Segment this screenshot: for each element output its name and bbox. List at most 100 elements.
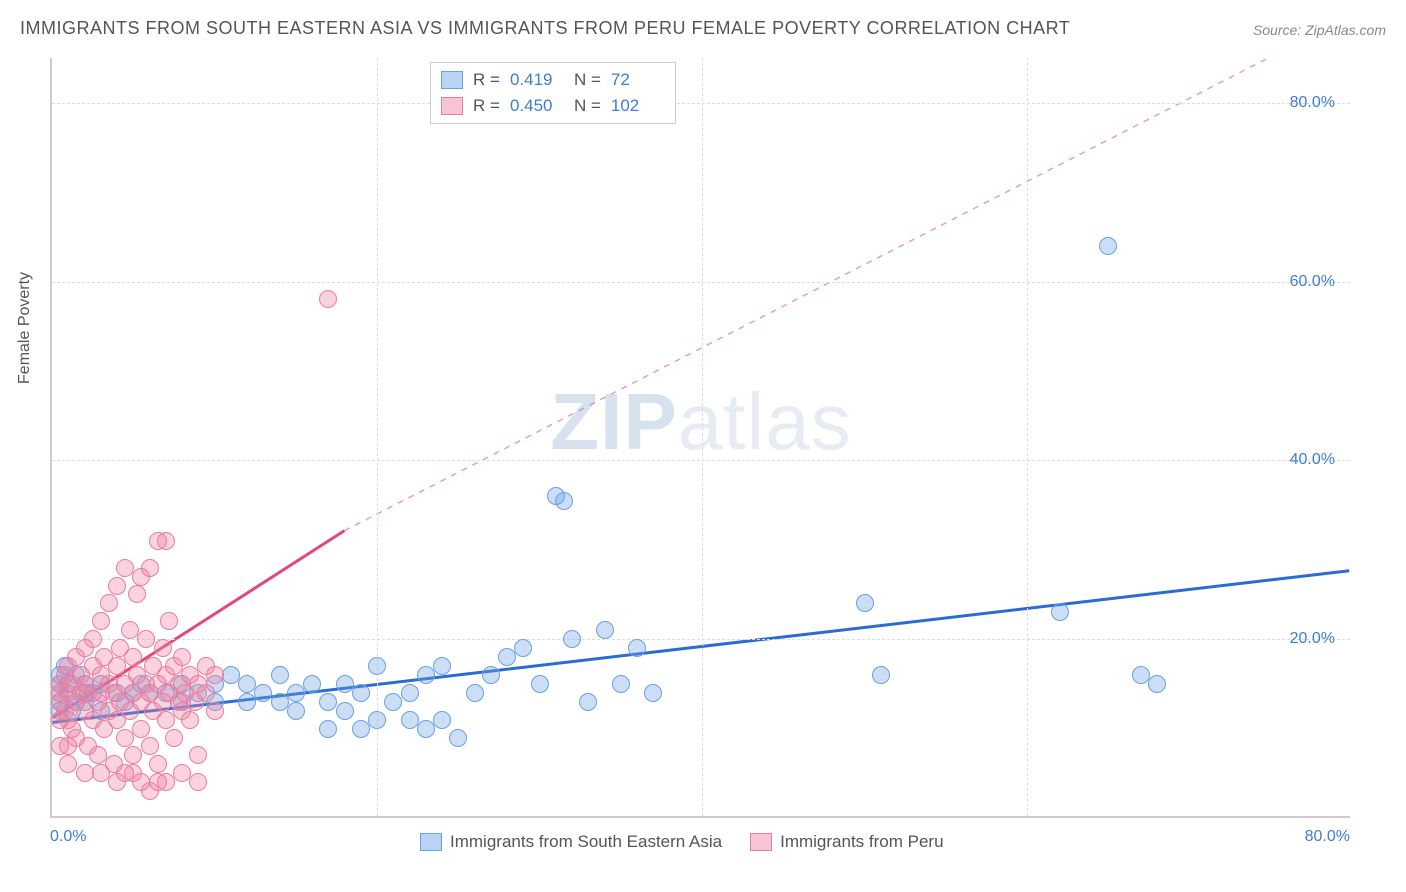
y-axis-label: Female Poverty bbox=[16, 272, 34, 384]
scatter-point bbox=[1051, 603, 1069, 621]
stat-r-value-1: 0.419 bbox=[510, 70, 564, 90]
scatter-point bbox=[1132, 666, 1150, 684]
scatter-point bbox=[254, 684, 272, 702]
scatter-point bbox=[401, 711, 419, 729]
scatter-point bbox=[137, 630, 155, 648]
scatter-point bbox=[108, 577, 126, 595]
scatter-point bbox=[482, 666, 500, 684]
scatter-point bbox=[76, 764, 94, 782]
stats-row-2: R = 0.450 N = 102 bbox=[441, 93, 665, 119]
scatter-point bbox=[555, 492, 573, 510]
y-tick-label: 80.0% bbox=[1290, 94, 1335, 112]
scatter-point bbox=[336, 675, 354, 693]
scatter-point bbox=[368, 657, 386, 675]
scatter-point bbox=[108, 657, 126, 675]
scatter-point bbox=[384, 693, 402, 711]
stat-r-label: R = bbox=[473, 70, 500, 90]
scatter-point bbox=[100, 594, 118, 612]
scatter-point bbox=[154, 639, 172, 657]
scatter-point bbox=[89, 746, 107, 764]
scatter-point bbox=[189, 773, 207, 791]
scatter-point bbox=[157, 711, 175, 729]
scatter-point bbox=[51, 711, 69, 729]
gridline-v bbox=[377, 58, 378, 816]
y-tick-label: 40.0% bbox=[1290, 451, 1335, 469]
scatter-point bbox=[173, 764, 191, 782]
stat-r-value-2: 0.450 bbox=[510, 96, 564, 116]
scatter-point bbox=[417, 666, 435, 684]
scatter-point bbox=[116, 559, 134, 577]
stat-n-label: N = bbox=[574, 96, 601, 116]
scatter-point bbox=[206, 666, 224, 684]
scatter-point bbox=[92, 764, 110, 782]
scatter-point bbox=[149, 773, 167, 791]
scatter-point bbox=[160, 612, 178, 630]
x-tick-max: 80.0% bbox=[1305, 828, 1350, 846]
scatter-point bbox=[84, 630, 102, 648]
stats-row-1: R = 0.419 N = 72 bbox=[441, 67, 665, 93]
scatter-point bbox=[128, 585, 146, 603]
stat-r-label: R = bbox=[473, 96, 500, 116]
bottom-legend: Immigrants from South Eastern Asia Immigr… bbox=[420, 832, 944, 852]
scatter-point bbox=[116, 729, 134, 747]
scatter-point bbox=[644, 684, 662, 702]
gridline-h bbox=[52, 103, 1350, 104]
gridline-h bbox=[52, 460, 1350, 461]
scatter-point bbox=[132, 720, 150, 738]
scatter-point bbox=[1099, 237, 1117, 255]
y-tick-label: 20.0% bbox=[1290, 630, 1335, 648]
scatter-point bbox=[872, 666, 890, 684]
legend-label: Immigrants from Peru bbox=[780, 832, 943, 852]
scatter-point bbox=[287, 702, 305, 720]
scatter-point bbox=[352, 720, 370, 738]
scatter-point bbox=[59, 737, 77, 755]
scatter-point bbox=[628, 639, 646, 657]
legend-item: Immigrants from Peru bbox=[750, 832, 943, 852]
legend-swatch bbox=[750, 833, 772, 851]
scatter-point bbox=[579, 693, 597, 711]
scatter-point bbox=[141, 559, 159, 577]
scatter-point bbox=[352, 684, 370, 702]
x-tick-min: 0.0% bbox=[50, 828, 86, 846]
scatter-point bbox=[181, 711, 199, 729]
scatter-point bbox=[856, 594, 874, 612]
scatter-point bbox=[238, 693, 256, 711]
scatter-point bbox=[319, 290, 337, 308]
scatter-point bbox=[157, 532, 175, 550]
scatter-point bbox=[92, 612, 110, 630]
legend-label: Immigrants from South Eastern Asia bbox=[450, 832, 722, 852]
scatter-point bbox=[319, 720, 337, 738]
plot-area: ZIPatlas 20.0% 40.0% 60.0% 80.0% bbox=[50, 58, 1350, 818]
scatter-point bbox=[141, 737, 159, 755]
legend-item: Immigrants from South Eastern Asia bbox=[420, 832, 722, 852]
scatter-point bbox=[59, 755, 77, 773]
scatter-point bbox=[149, 755, 167, 773]
stat-n-value-2: 102 bbox=[611, 96, 665, 116]
scatter-point bbox=[433, 657, 451, 675]
stat-n-label: N = bbox=[574, 70, 601, 90]
y-tick-label: 60.0% bbox=[1290, 273, 1335, 291]
scatter-point bbox=[165, 729, 183, 747]
scatter-point bbox=[433, 711, 451, 729]
legend-swatch bbox=[420, 833, 442, 851]
scatter-point bbox=[189, 746, 207, 764]
stat-n-value-1: 72 bbox=[611, 70, 665, 90]
scatter-point bbox=[124, 648, 142, 666]
scatter-point bbox=[612, 675, 630, 693]
scatter-point bbox=[514, 639, 532, 657]
scatter-point bbox=[1148, 675, 1166, 693]
watermark: ZIPatlas bbox=[550, 376, 851, 468]
scatter-point bbox=[531, 675, 549, 693]
scatter-point bbox=[121, 621, 139, 639]
scatter-point bbox=[287, 684, 305, 702]
scatter-point bbox=[222, 666, 240, 684]
scatter-point bbox=[449, 729, 467, 747]
scatter-point bbox=[124, 746, 142, 764]
scatter-point bbox=[563, 630, 581, 648]
scatter-point bbox=[596, 621, 614, 639]
gridline-h bbox=[52, 639, 1350, 640]
scatter-point bbox=[206, 702, 224, 720]
scatter-point bbox=[498, 648, 516, 666]
scatter-point bbox=[271, 666, 289, 684]
scatter-point bbox=[336, 702, 354, 720]
